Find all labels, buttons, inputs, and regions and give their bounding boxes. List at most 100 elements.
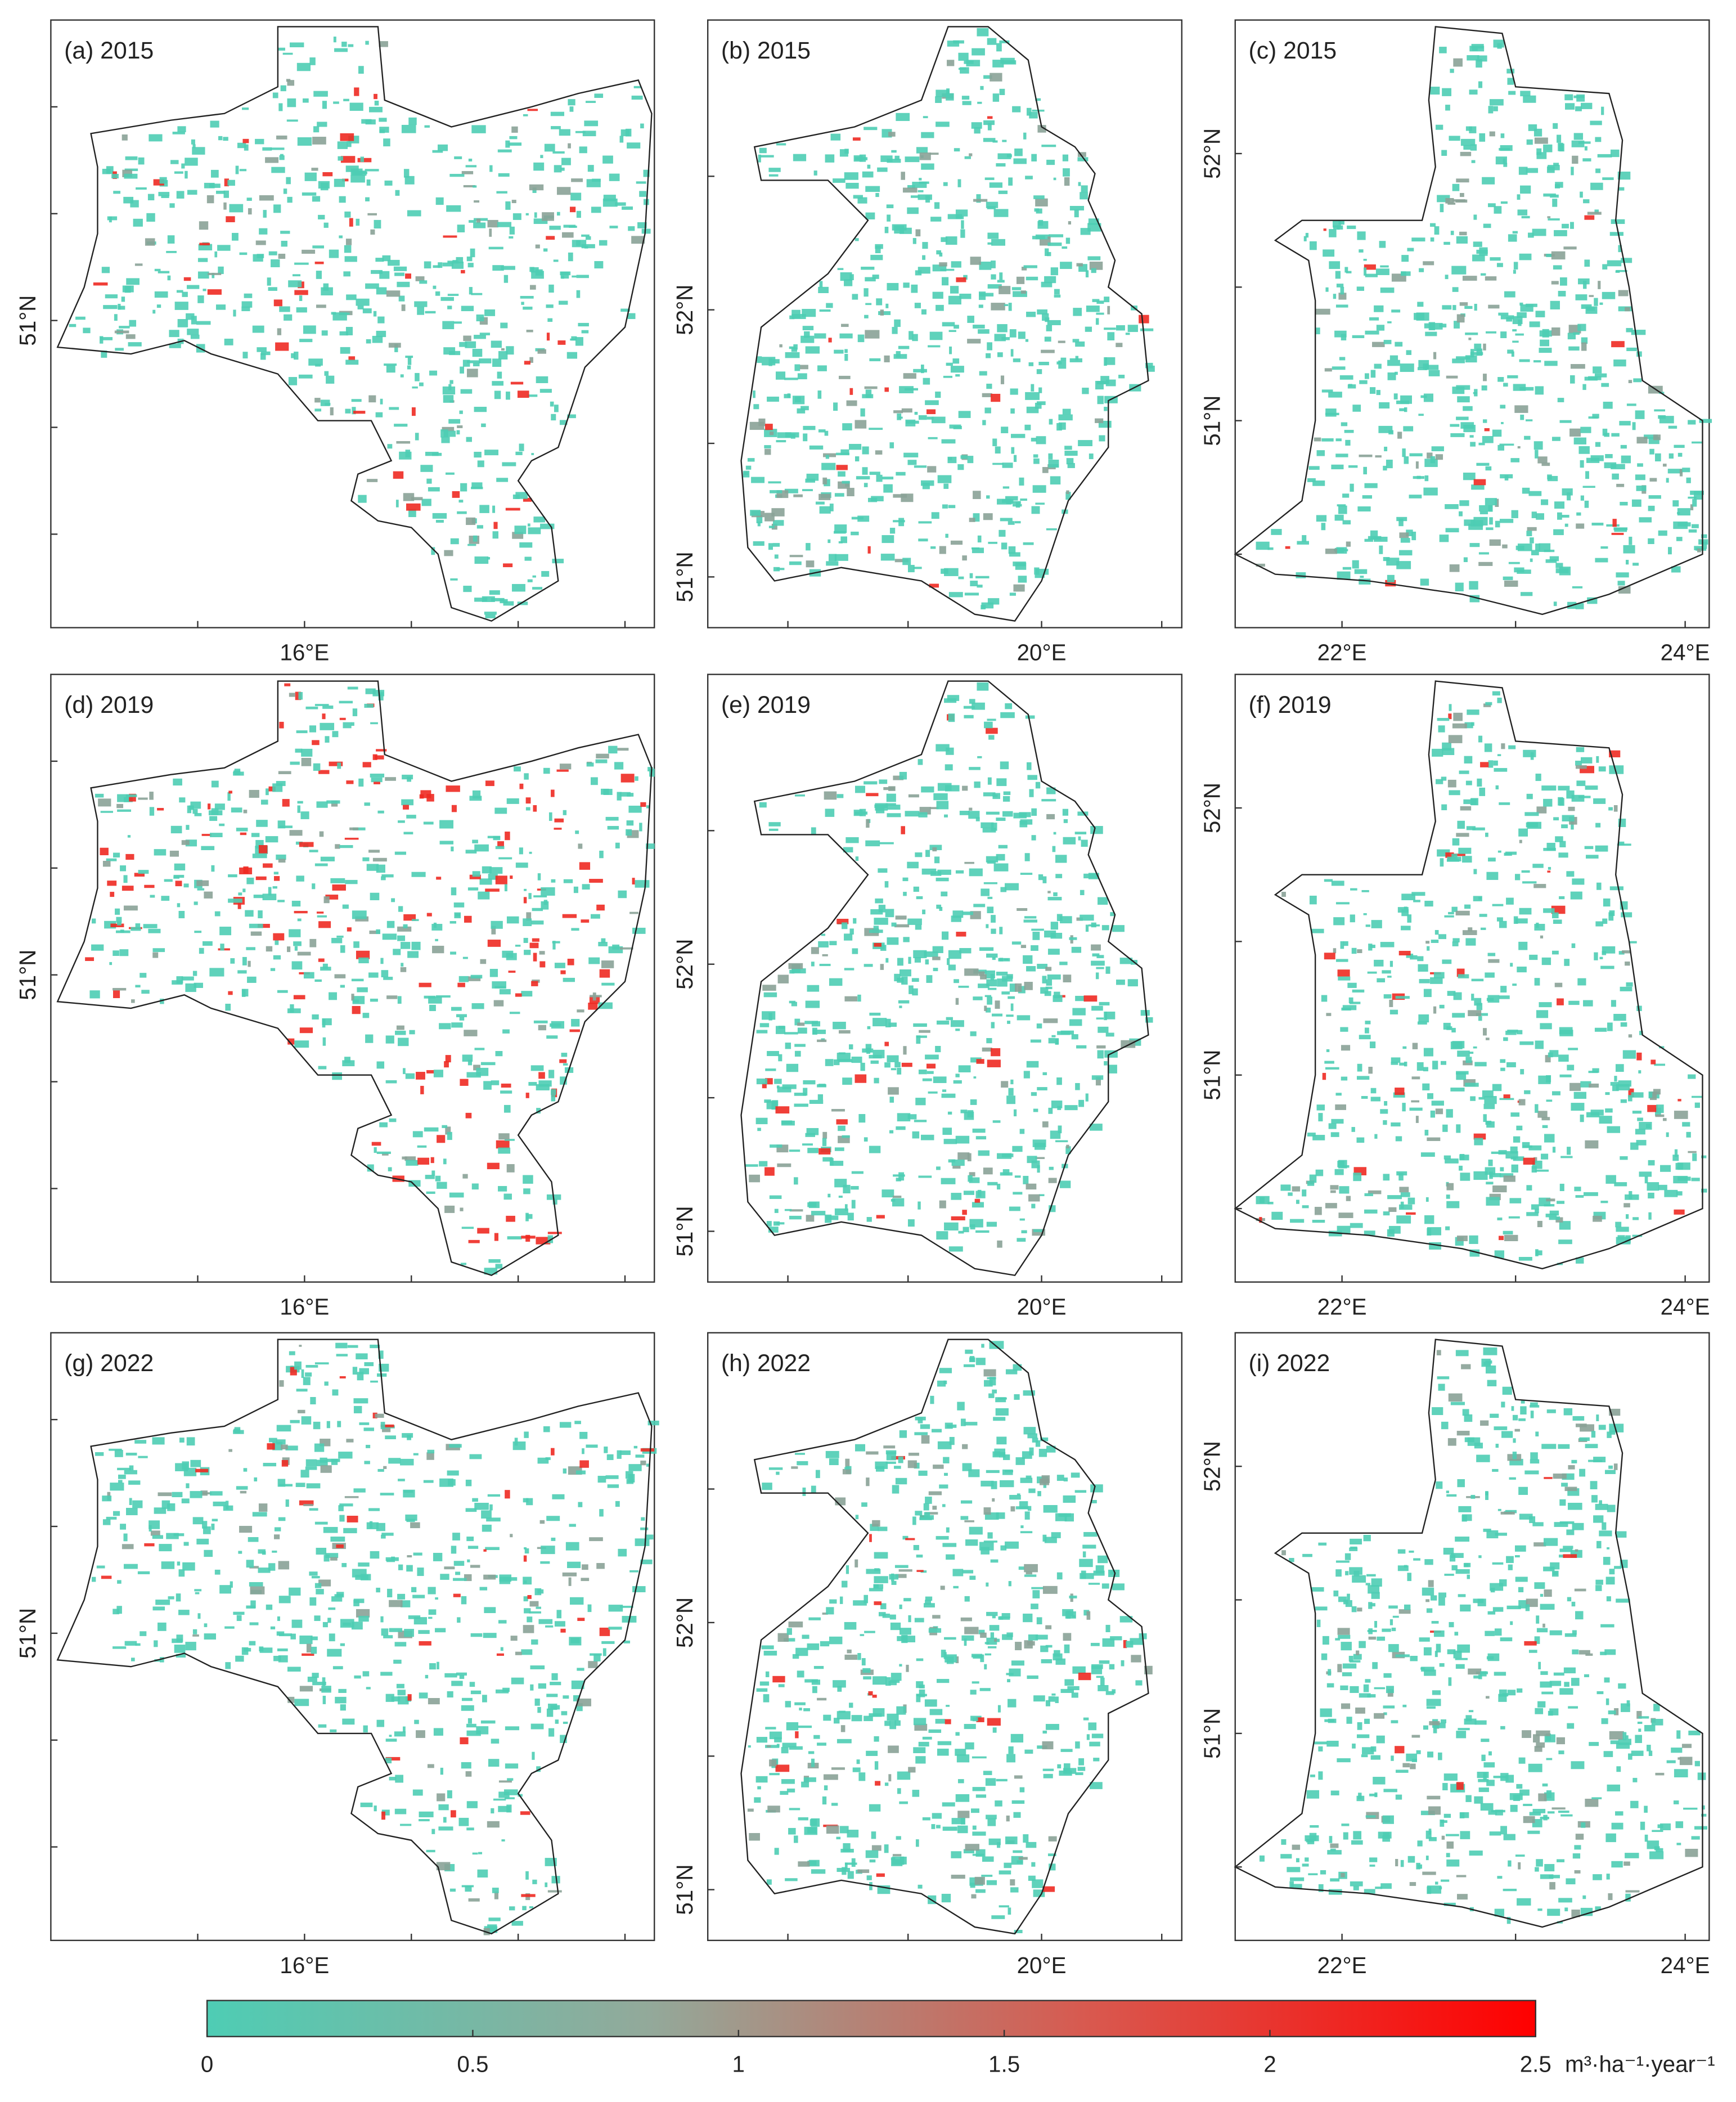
- raster-patch: [1478, 562, 1493, 566]
- raster-patch: [1349, 1001, 1361, 1004]
- raster-patch: [768, 168, 781, 172]
- raster-patch: [1457, 820, 1465, 829]
- raster-patch: [526, 330, 533, 333]
- raster-patch: [926, 1063, 936, 1069]
- raster-patch: [1099, 435, 1105, 442]
- raster-patch: [342, 178, 349, 182]
- raster-patch: [346, 294, 357, 300]
- raster-patch: [763, 1650, 777, 1656]
- raster-patch: [1503, 383, 1508, 387]
- raster-patch: [294, 1361, 302, 1370]
- raster-patch: [1658, 1184, 1667, 1191]
- raster-patch: [167, 235, 175, 244]
- raster-patch: [449, 174, 465, 177]
- raster-patch: [551, 1089, 556, 1095]
- raster-patch: [918, 415, 927, 420]
- raster-patch: [519, 783, 524, 789]
- raster-patch: [927, 416, 934, 420]
- raster-patch: [1036, 436, 1046, 444]
- raster-patch: [646, 1463, 650, 1467]
- raster-patch: [208, 803, 211, 810]
- raster-patch: [291, 353, 295, 358]
- raster-patch: [387, 259, 400, 266]
- raster-patch: [990, 1632, 995, 1639]
- raster-patch: [999, 272, 1003, 280]
- raster-patch: [1098, 897, 1108, 905]
- raster-patch: [1533, 884, 1546, 888]
- raster-patch: [1553, 601, 1557, 607]
- raster-patch: [982, 828, 996, 833]
- raster-patch: [1032, 1438, 1038, 1443]
- raster-patch: [121, 297, 125, 302]
- raster-patch: [1621, 455, 1631, 464]
- raster-patch: [1543, 908, 1555, 913]
- raster-patch: [311, 1576, 320, 1579]
- raster-patch: [1578, 796, 1591, 798]
- raster-patch: [1445, 528, 1459, 533]
- raster-patch: [1312, 480, 1325, 486]
- raster-patch: [1037, 125, 1046, 133]
- raster-patch: [1677, 508, 1690, 516]
- raster-patch: [988, 1393, 995, 1398]
- raster-patch: [599, 1509, 604, 1517]
- raster-patch: [340, 133, 354, 141]
- raster-patch: [1600, 546, 1608, 549]
- raster-patch: [228, 991, 233, 995]
- raster-patch: [1423, 989, 1432, 998]
- raster-patch: [908, 956, 911, 964]
- raster-patch: [948, 964, 956, 971]
- raster-patch: [276, 854, 286, 860]
- raster-patch: [110, 1483, 124, 1491]
- raster-patch: [1364, 1209, 1378, 1214]
- raster-patch: [987, 987, 997, 990]
- raster-patch: [573, 1695, 580, 1701]
- raster-patch: [1492, 904, 1504, 906]
- raster-patch: [918, 190, 924, 192]
- raster-patch: [1365, 330, 1379, 335]
- raster-patch: [316, 271, 322, 279]
- raster-patch: [154, 268, 161, 272]
- raster-patch: [1469, 543, 1480, 547]
- raster-patch: [574, 1421, 581, 1425]
- raster-patch: [949, 346, 952, 354]
- raster-patch: [1602, 951, 1607, 955]
- raster-patch: [907, 1114, 917, 1120]
- raster-patch: [1324, 368, 1332, 372]
- raster-patch: [1001, 542, 1008, 550]
- raster-patch: [449, 921, 456, 924]
- raster-patch: [1501, 743, 1505, 749]
- raster-patch: [1085, 270, 1089, 277]
- raster-patch: [1089, 453, 1094, 460]
- raster-patch: [419, 382, 424, 387]
- raster-patch: [409, 1030, 415, 1035]
- raster-patch: [468, 976, 481, 981]
- raster-patch: [414, 1719, 419, 1724]
- raster-patch: [882, 477, 894, 480]
- raster-patch: [963, 706, 975, 709]
- raster-patch: [902, 1535, 909, 1540]
- raster-patch: [1494, 768, 1508, 772]
- raster-patch: [376, 864, 385, 873]
- raster-patch: [110, 892, 115, 897]
- raster-patch: [1413, 476, 1425, 479]
- raster-patch: [757, 356, 762, 363]
- raster-patch: [1476, 1003, 1483, 1010]
- raster-patch: [793, 154, 807, 161]
- raster-patch: [385, 1080, 397, 1084]
- raster-patch: [1091, 960, 1105, 966]
- raster-patch: [962, 785, 968, 791]
- raster-patch: [290, 761, 300, 765]
- raster-patch: [340, 945, 345, 953]
- raster-patch: [567, 414, 576, 419]
- raster-patch: [1551, 912, 1559, 919]
- raster-patch: [1535, 1250, 1542, 1256]
- raster-patch: [849, 443, 862, 450]
- raster-patch: [1118, 375, 1125, 379]
- raster-patch: [1488, 505, 1493, 512]
- raster-patch: [1459, 231, 1467, 236]
- raster-patch: [1026, 406, 1039, 414]
- raster-patch: [552, 559, 564, 564]
- raster-patch: [368, 395, 376, 403]
- raster-patch: [1041, 281, 1053, 288]
- raster-patch: [444, 1673, 457, 1678]
